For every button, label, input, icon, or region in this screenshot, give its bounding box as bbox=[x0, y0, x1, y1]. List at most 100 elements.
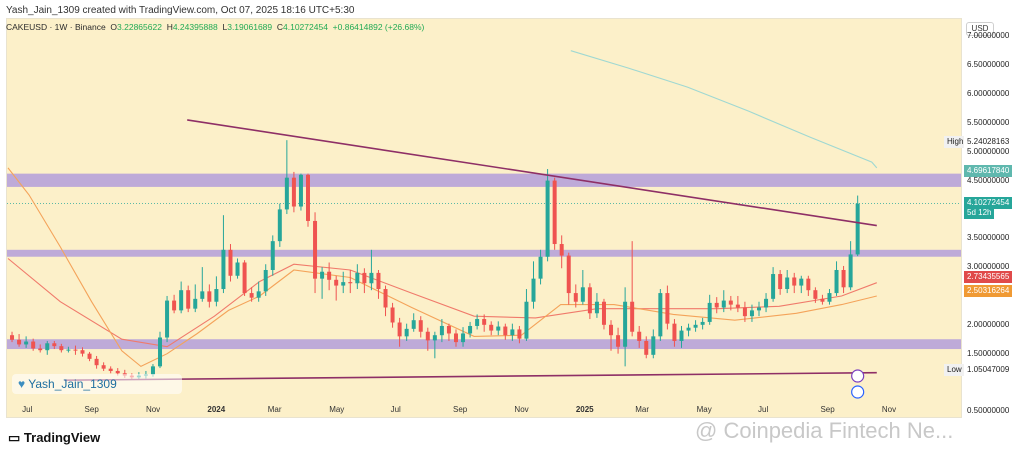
candle-body bbox=[651, 336, 656, 355]
candle-body bbox=[707, 302, 712, 322]
candle-body bbox=[108, 368, 113, 371]
time-axis-label: Jul bbox=[22, 405, 33, 414]
candle-body bbox=[355, 272, 360, 284]
candle-body bbox=[446, 325, 451, 334]
high-label: H bbox=[166, 22, 173, 32]
candle-body bbox=[601, 301, 606, 325]
candle-body bbox=[820, 298, 825, 302]
candle-body bbox=[298, 174, 303, 207]
candle-body bbox=[686, 327, 691, 331]
candle-body bbox=[806, 278, 811, 291]
candle-body bbox=[45, 343, 50, 351]
time-axis-label: 2024 bbox=[207, 405, 226, 414]
price-tick: 3.00000000 bbox=[967, 262, 1010, 272]
price-tick: 3.50000000 bbox=[967, 233, 1010, 243]
candle-body bbox=[383, 289, 388, 308]
candle-body bbox=[749, 310, 754, 317]
ma50-price-tag: 2.73435565 bbox=[964, 271, 1013, 283]
zone-3 bbox=[7, 339, 961, 350]
candle-body bbox=[630, 301, 635, 332]
candle-body bbox=[397, 322, 402, 337]
candle-body bbox=[101, 365, 106, 369]
candle-body bbox=[672, 323, 677, 341]
candle-body bbox=[59, 346, 64, 351]
candle-body bbox=[320, 271, 325, 279]
candle-body bbox=[327, 271, 332, 280]
candle-body bbox=[348, 282, 353, 284]
candle-body bbox=[249, 293, 254, 298]
open-label: O bbox=[110, 22, 118, 32]
ma200-price-tag: 4.69617840 bbox=[964, 165, 1013, 177]
candle-body bbox=[52, 343, 57, 347]
candle-body bbox=[277, 209, 282, 242]
candle-body bbox=[369, 272, 374, 284]
candle-body bbox=[482, 319, 487, 325]
candle-body bbox=[214, 289, 219, 302]
candle-body bbox=[792, 277, 797, 286]
candle-body bbox=[80, 350, 85, 354]
candle-body bbox=[186, 290, 191, 309]
candle-body bbox=[313, 220, 318, 279]
candle-body bbox=[411, 320, 416, 329]
time-axis-label: May bbox=[696, 405, 712, 414]
time-axis-label: Nov bbox=[881, 405, 897, 414]
candle-body bbox=[623, 301, 628, 347]
candle-body bbox=[559, 244, 564, 256]
candle-body bbox=[503, 326, 508, 336]
time-axis-label: Jul bbox=[758, 405, 769, 414]
candle-body bbox=[87, 353, 92, 359]
candle-body bbox=[341, 282, 346, 286]
candle-body bbox=[263, 269, 268, 292]
author-badge: ♥ Yash_Jain_1309 bbox=[12, 374, 182, 394]
created-by-text: Yash_Jain_1309 created with TradingView.… bbox=[6, 5, 355, 16]
candle-body bbox=[489, 324, 494, 331]
high-value: 4.24395888 bbox=[172, 22, 218, 32]
candle-body bbox=[453, 333, 458, 343]
candle-body bbox=[475, 319, 480, 326]
lightning-icon bbox=[851, 369, 865, 383]
candle-body bbox=[637, 331, 642, 341]
candle-body bbox=[24, 341, 29, 345]
candle-body bbox=[616, 335, 621, 347]
candle-body bbox=[115, 370, 120, 374]
tradingview-logo-icon: ▭ bbox=[8, 430, 21, 445]
candle-body bbox=[270, 241, 275, 270]
time-axis-label: Sep bbox=[453, 405, 468, 414]
candle-body bbox=[742, 307, 747, 317]
candle-body bbox=[827, 293, 832, 302]
heart-icon: ♥ bbox=[18, 377, 26, 391]
time-axis-label: Nov bbox=[145, 405, 161, 414]
candle-body bbox=[193, 298, 198, 309]
candle-body bbox=[418, 320, 423, 332]
time-axis-label: May bbox=[329, 405, 345, 414]
candle-body bbox=[66, 349, 71, 351]
plot-area[interactable] bbox=[6, 18, 962, 418]
price-tick: 5.50000000 bbox=[967, 117, 1010, 127]
candle-body bbox=[799, 278, 804, 286]
currency-button[interactable]: USD bbox=[966, 22, 994, 36]
price-tick: 6.00000000 bbox=[967, 89, 1010, 98]
candle-body bbox=[594, 301, 599, 314]
candle-body bbox=[531, 278, 536, 302]
author-name: Yash_Jain_1309 bbox=[28, 377, 117, 391]
flag-icon bbox=[851, 385, 865, 399]
watermark: @ Coinpedia Fintech Ne... bbox=[695, 418, 954, 443]
candle-body bbox=[785, 277, 790, 290]
candle-body bbox=[10, 335, 15, 340]
candle-body bbox=[468, 325, 473, 334]
price-tick: 0.50000000 bbox=[967, 406, 1010, 416]
candle-body bbox=[165, 300, 170, 338]
candle-body bbox=[242, 262, 247, 294]
ma-line-ma20 bbox=[7, 167, 877, 368]
symbol-label[interactable]: CAKEUSD · 1W · Binance bbox=[6, 22, 106, 32]
candle-body bbox=[158, 337, 163, 367]
candle-body bbox=[291, 177, 296, 207]
high-side-value: 5.24028163 bbox=[964, 136, 1013, 148]
candle-body bbox=[735, 304, 740, 308]
high-side-label: High bbox=[944, 136, 967, 148]
candle-body bbox=[665, 293, 670, 324]
candle-body bbox=[461, 333, 466, 343]
zone-1 bbox=[7, 173, 961, 187]
price-tick: 5.00000000 bbox=[967, 146, 1010, 156]
